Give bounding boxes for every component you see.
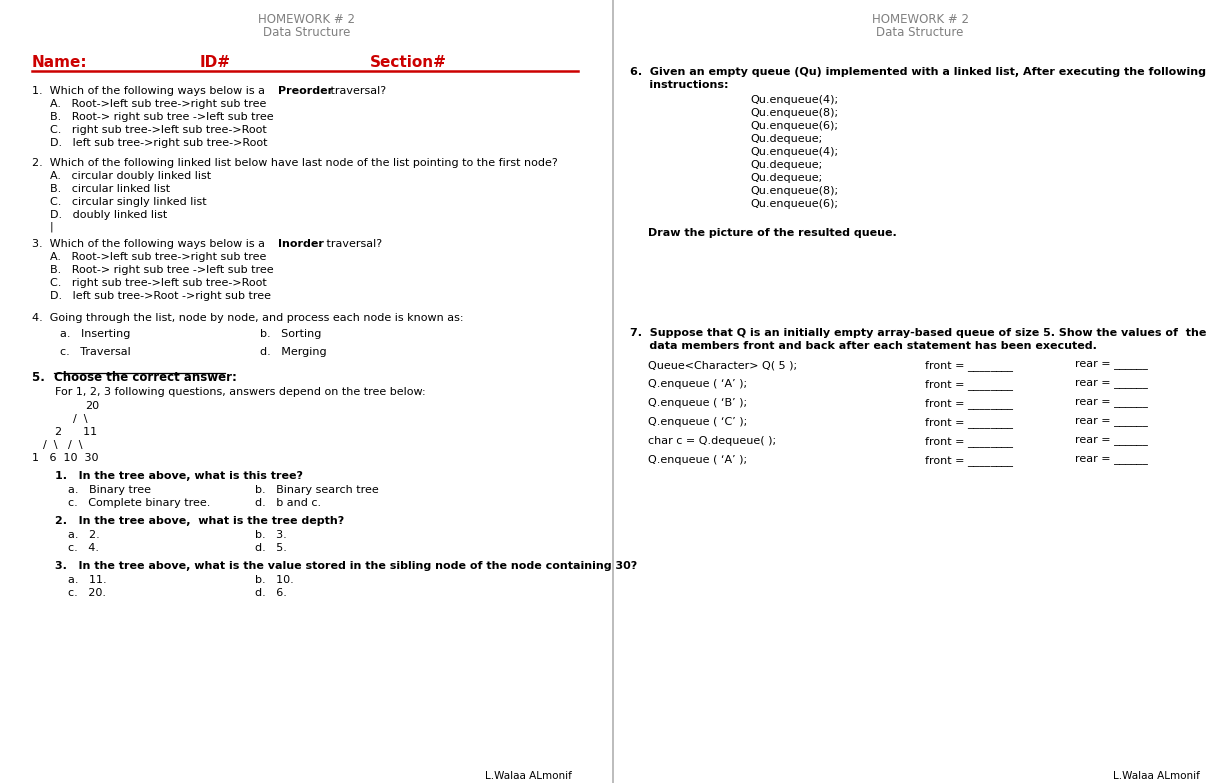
Text: 2      11: 2 11: [55, 427, 97, 437]
Text: 7.  Suppose that Q is an initially empty array-based queue of size 5. Show the v: 7. Suppose that Q is an initially empty …: [629, 328, 1206, 338]
Text: front = ________: front = ________: [925, 360, 1014, 371]
Text: d.   5.: d. 5.: [255, 543, 287, 553]
Text: instructions:: instructions:: [629, 80, 729, 90]
Text: B.   Root-> right sub tree ->left sub tree: B. Root-> right sub tree ->left sub tree: [50, 265, 274, 275]
Text: |: |: [50, 222, 54, 233]
Text: L.Walaa ALmonif: L.Walaa ALmonif: [485, 771, 572, 781]
Text: Q.enqueue ( ‘A’ );: Q.enqueue ( ‘A’ );: [648, 379, 747, 389]
Text: rear = ______: rear = ______: [1075, 360, 1148, 370]
Text: d.   b and c.: d. b and c.: [255, 498, 321, 508]
Text: 5.: 5.: [32, 371, 53, 384]
Text: D.   left sub tree->right sub tree->Root: D. left sub tree->right sub tree->Root: [50, 138, 267, 148]
Text: C.   right sub tree->left sub tree->Root: C. right sub tree->left sub tree->Root: [50, 125, 266, 135]
Text: b.   3.: b. 3.: [255, 530, 287, 540]
Text: Preorder: Preorder: [279, 86, 333, 96]
Text: b.   10.: b. 10.: [255, 575, 293, 585]
Text: /  \: / \: [72, 414, 87, 424]
Text: Qu.enqueue(8);: Qu.enqueue(8);: [750, 108, 838, 118]
Text: rear = ______: rear = ______: [1075, 455, 1148, 465]
Text: For 1, 2, 3 following questions, answers depend on the tree below:: For 1, 2, 3 following questions, answers…: [55, 387, 426, 397]
Text: c.   Complete binary tree.: c. Complete binary tree.: [67, 498, 210, 508]
Text: rear = ______: rear = ______: [1075, 379, 1148, 389]
Text: A.   circular doubly linked list: A. circular doubly linked list: [50, 171, 211, 181]
Text: data members front and back after each statement has been executed.: data members front and back after each s…: [629, 341, 1097, 351]
Text: 6.  Given an empty queue (Qu) implemented with a linked list, After executing th: 6. Given an empty queue (Qu) implemented…: [629, 67, 1206, 77]
Text: Q.enqueue ( ‘C’ );: Q.enqueue ( ‘C’ );: [648, 417, 747, 427]
Text: Section#: Section#: [371, 55, 447, 70]
Text: A.   Root->left sub tree->right sub tree: A. Root->left sub tree->right sub tree: [50, 252, 266, 262]
Text: traversal?: traversal?: [328, 86, 387, 96]
Text: Choose the correct answer:: Choose the correct answer:: [54, 371, 237, 384]
Text: a.   Inserting: a. Inserting: [60, 329, 130, 339]
Text: Data Structure: Data Structure: [264, 26, 351, 39]
Text: c.   20.: c. 20.: [67, 588, 106, 598]
Text: Draw the picture of the resulted queue.: Draw the picture of the resulted queue.: [648, 228, 897, 238]
Text: Qu.enqueue(4);: Qu.enqueue(4);: [750, 95, 838, 105]
Text: traversal?: traversal?: [323, 239, 382, 249]
Text: front = ________: front = ________: [925, 398, 1014, 409]
Text: Qu.enqueue(6);: Qu.enqueue(6);: [750, 121, 838, 131]
Text: ID#: ID#: [200, 55, 231, 70]
Text: char c = Q.dequeue( );: char c = Q.dequeue( );: [648, 436, 777, 446]
Text: Name:: Name:: [32, 55, 87, 70]
Text: 1   6  10  30: 1 6 10 30: [32, 453, 98, 463]
Text: d.   Merging: d. Merging: [260, 347, 326, 357]
Text: front = ________: front = ________: [925, 455, 1014, 466]
Text: Data Structure: Data Structure: [876, 26, 963, 39]
Text: /  \   /  \: / \ / \: [43, 440, 82, 450]
Text: a.   11.: a. 11.: [67, 575, 107, 585]
Text: C.   right sub tree->left sub tree->Root: C. right sub tree->left sub tree->Root: [50, 278, 266, 288]
Text: 1.  Which of the following ways below is a: 1. Which of the following ways below is …: [32, 86, 269, 96]
Text: d.   6.: d. 6.: [255, 588, 287, 598]
Text: front = ________: front = ________: [925, 436, 1014, 447]
Text: 3.  Which of the following ways below is a: 3. Which of the following ways below is …: [32, 239, 269, 249]
Text: C.   circular singly linked list: C. circular singly linked list: [50, 197, 206, 207]
Text: 2.   In the tree above,  what is the tree depth?: 2. In the tree above, what is the tree d…: [55, 516, 345, 526]
Text: HOMEWORK # 2: HOMEWORK # 2: [871, 13, 968, 26]
Text: c.   Traversal: c. Traversal: [60, 347, 131, 357]
Text: c.   4.: c. 4.: [67, 543, 99, 553]
Text: rear = ______: rear = ______: [1075, 398, 1148, 408]
Text: Q.enqueue ( ‘A’ );: Q.enqueue ( ‘A’ );: [648, 455, 747, 465]
Text: Qu.dequeue;: Qu.dequeue;: [750, 160, 822, 170]
Text: D.   left sub tree->Root ->right sub tree: D. left sub tree->Root ->right sub tree: [50, 291, 271, 301]
Text: Qu.enqueue(6);: Qu.enqueue(6);: [750, 199, 838, 209]
Text: 2.  Which of the following linked list below have last node of the list pointing: 2. Which of the following linked list be…: [32, 158, 558, 168]
Text: B.   circular linked list: B. circular linked list: [50, 184, 171, 194]
Text: 3.   In the tree above, what is the value stored in the sibling node of the node: 3. In the tree above, what is the value …: [55, 561, 637, 571]
Text: B.   Root-> right sub tree ->left sub tree: B. Root-> right sub tree ->left sub tree: [50, 112, 274, 122]
Text: L.Walaa ALmonif: L.Walaa ALmonif: [1113, 771, 1200, 781]
Text: front = ________: front = ________: [925, 379, 1014, 390]
Text: b.   Binary search tree: b. Binary search tree: [255, 485, 379, 495]
Text: Queue<Character> Q( 5 );: Queue<Character> Q( 5 );: [648, 360, 798, 370]
Text: Qu.enqueue(8);: Qu.enqueue(8);: [750, 186, 838, 196]
Text: Qu.enqueue(4);: Qu.enqueue(4);: [750, 147, 838, 157]
Text: Q.enqueue ( ‘B’ );: Q.enqueue ( ‘B’ );: [648, 398, 747, 408]
Text: front = ________: front = ________: [925, 417, 1014, 428]
Text: b.   Sorting: b. Sorting: [260, 329, 321, 339]
Text: 4.  Going through the list, node by node, and process each node is known as:: 4. Going through the list, node by node,…: [32, 313, 464, 323]
Text: HOMEWORK # 2: HOMEWORK # 2: [259, 13, 356, 26]
Text: D.   doubly linked list: D. doubly linked list: [50, 210, 167, 220]
Text: Qu.dequeue;: Qu.dequeue;: [750, 173, 822, 183]
Text: rear = ______: rear = ______: [1075, 417, 1148, 427]
Text: 1.   In the tree above, what is this tree?: 1. In the tree above, what is this tree?: [55, 471, 303, 481]
Text: Qu.dequeue;: Qu.dequeue;: [750, 134, 822, 144]
Text: Inorder: Inorder: [279, 239, 324, 249]
Text: a.   2.: a. 2.: [67, 530, 99, 540]
Text: 20: 20: [85, 401, 99, 411]
Text: rear = ______: rear = ______: [1075, 436, 1148, 446]
Text: A.   Root->left sub tree->right sub tree: A. Root->left sub tree->right sub tree: [50, 99, 266, 109]
Text: a.   Binary tree: a. Binary tree: [67, 485, 151, 495]
